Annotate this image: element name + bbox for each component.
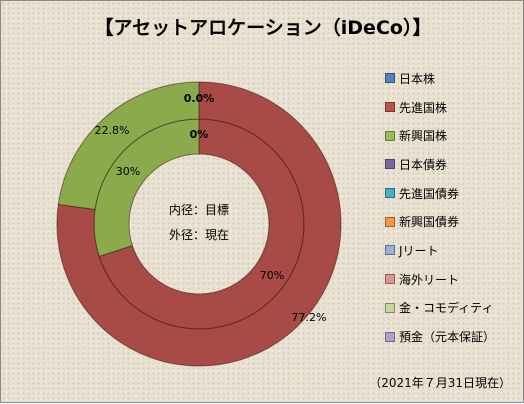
data-label-inner: 0%: [190, 128, 209, 141]
legend-item: 先進国債券: [385, 179, 520, 208]
legend-label: 新興国債券: [399, 215, 460, 230]
data-label-outer: 0.0%: [184, 92, 215, 105]
legend-label: 先進国債券: [399, 186, 460, 201]
legend-swatch: [385, 245, 395, 256]
legend-swatch: [385, 331, 395, 342]
slice-outer-2: [57, 81, 200, 211]
legend-item: 先進国株: [385, 93, 520, 122]
legend-label: 預金（元本保証）: [399, 330, 496, 345]
center-label-inner: 内径：目標: [169, 203, 229, 217]
legend-item: 日本債券: [385, 150, 520, 179]
legend-label: 金・コモディティ: [399, 301, 494, 316]
legend-label: 日本株: [399, 71, 436, 86]
legend-item: 日本株: [385, 64, 520, 93]
chart-title: 【アセットアロケーション（iDeCo）】: [94, 17, 432, 39]
legend-label: 新興国株: [399, 129, 448, 144]
legend-label: 日本債券: [399, 157, 448, 172]
data-label-inner: 30%: [116, 165, 140, 178]
legend-swatch: [385, 274, 395, 285]
legend: 日本株先進国株新興国株日本債券先進国債券新興国債券 Jリート海外リート金・コモディ…: [385, 64, 520, 351]
legend-label: Jリート: [399, 243, 439, 258]
legend-swatch: [385, 216, 395, 227]
legend-swatch: [385, 159, 395, 170]
data-label-outer: 22.8%: [95, 124, 130, 137]
legend-item: Jリート: [385, 236, 520, 265]
legend-item: 新興国債券: [385, 207, 520, 236]
data-label-outer: 77.2%: [292, 311, 327, 324]
legend-item: 新興国株: [385, 121, 520, 150]
legend-item: 金・コモディティ: [385, 294, 520, 323]
legend-item: 海外リート: [385, 265, 520, 294]
legend-swatch: [385, 302, 395, 313]
legend-swatch: [385, 102, 395, 113]
legend-label: 海外リート: [399, 272, 460, 287]
slice-outer-1: [56, 81, 342, 367]
legend-swatch: [385, 188, 395, 199]
legend-swatch: [385, 73, 395, 84]
legend-item: 預金（元本保証）: [385, 322, 520, 351]
center-label-outer: 外径：現在: [169, 228, 229, 242]
legend-label: 先進国株: [399, 100, 448, 115]
legend-swatch: [385, 130, 395, 141]
as-of-date: （2021年７月31日現在）: [369, 376, 511, 390]
data-label-inner: 70%: [260, 269, 284, 282]
